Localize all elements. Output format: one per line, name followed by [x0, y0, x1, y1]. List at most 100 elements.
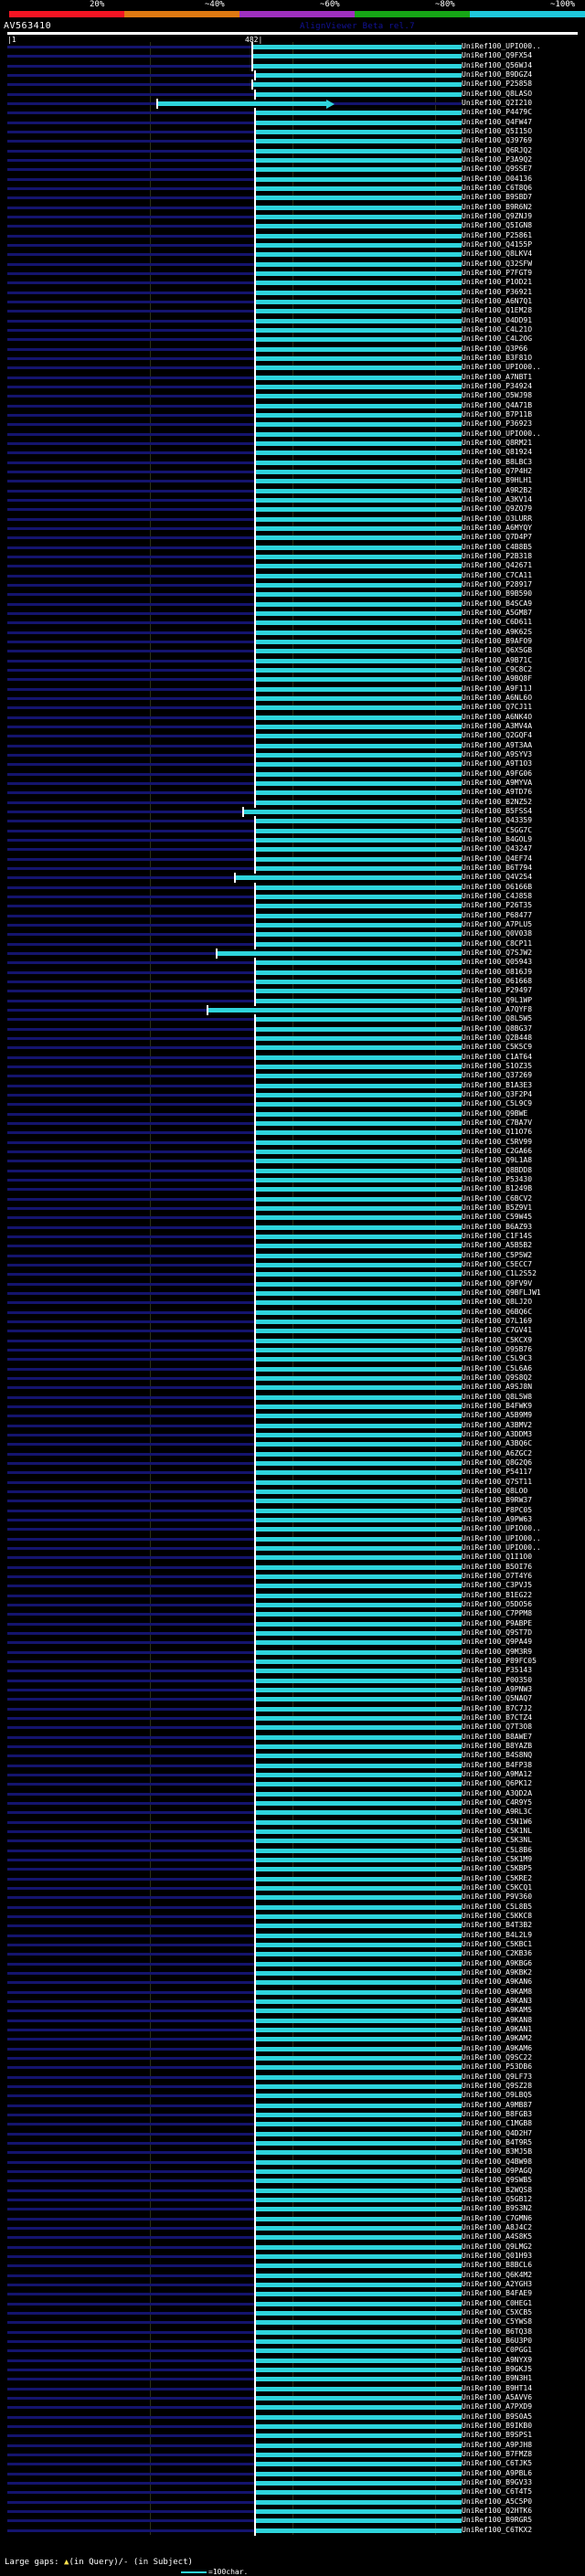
- hit-accession-label[interactable]: UniRef100_A2YGH3: [462, 2280, 533, 2288]
- hsp-bar[interactable]: [254, 2386, 462, 2391]
- table-row[interactable]: UniRef100_B5FSS4: [0, 807, 585, 817]
- hit-accession-label[interactable]: UniRef100_Q6K4M2: [462, 2270, 533, 2279]
- hit-accession-label[interactable]: UniRef100_Q42671: [462, 561, 533, 570]
- hsp-bar[interactable]: [254, 800, 462, 805]
- hit-accession-label[interactable]: UniRef100_O6166B: [462, 882, 533, 891]
- hsp-bar[interactable]: [254, 1187, 462, 1193]
- table-row[interactable]: UniRef100_C5KBP5: [0, 1864, 585, 1875]
- hsp-bar[interactable]: [254, 932, 462, 938]
- hit-accession-label[interactable]: UniRef100_B9HT14: [462, 2383, 533, 2392]
- table-row[interactable]: UniRef100_Q05943: [0, 958, 585, 969]
- table-row[interactable]: UniRef100_Q8LKV4: [0, 249, 585, 260]
- table-row[interactable]: UniRef100_C1F14S: [0, 1232, 585, 1242]
- table-row[interactable]: UniRef100_C4L2OG: [0, 334, 585, 345]
- table-row[interactable]: UniRef100_A9MA12: [0, 1770, 585, 1780]
- hsp-bar[interactable]: [254, 1196, 462, 1202]
- hit-accession-label[interactable]: UniRef100_P9V360: [462, 1892, 533, 1902]
- hsp-bar[interactable]: [254, 828, 462, 833]
- table-row[interactable]: UniRef100_Q0V038: [0, 929, 585, 940]
- table-row[interactable]: UniRef100_A6MYQY: [0, 524, 585, 534]
- hsp-bar[interactable]: [254, 526, 462, 531]
- hit-accession-label[interactable]: UniRef100_Q32SFW: [462, 259, 533, 268]
- hsp-bar[interactable]: [254, 2046, 462, 2051]
- hsp-bar[interactable]: [254, 460, 462, 465]
- table-row[interactable]: UniRef100_Q4D2H7: [0, 2128, 585, 2139]
- table-row[interactable]: UniRef100_B9GKJ5: [0, 2365, 585, 2375]
- hsp-bar[interactable]: [254, 1178, 462, 1182]
- hsp-bar[interactable]: [254, 2471, 462, 2476]
- table-row[interactable]: UniRef100_A7PXD9: [0, 2402, 585, 2413]
- hsp-bar[interactable]: [254, 2235, 462, 2241]
- hsp-bar[interactable]: [254, 1508, 462, 1513]
- hit-accession-label[interactable]: UniRef100_C2KB36: [462, 1949, 533, 1958]
- hsp-bar[interactable]: [254, 668, 462, 673]
- table-row[interactable]: UniRef100_C5GG7C: [0, 825, 585, 836]
- hsp-bar[interactable]: [254, 281, 462, 286]
- table-row[interactable]: UniRef100_P4479C: [0, 108, 585, 119]
- hit-accession-label[interactable]: UniRef100_UPIO00..: [462, 42, 541, 50]
- table-row[interactable]: UniRef100_Q9FX54: [0, 51, 585, 62]
- hit-accession-label[interactable]: UniRef100_C5KBP5: [462, 1864, 533, 1873]
- hsp-bar[interactable]: [254, 781, 462, 786]
- hit-accession-label[interactable]: UniRef100_Q9SZ28: [462, 2082, 533, 2090]
- table-row[interactable]: UniRef100_C5L8B5: [0, 1902, 585, 1913]
- hit-accession-label[interactable]: UniRef100_B2WQS8: [462, 2185, 533, 2194]
- hit-accession-label[interactable]: UniRef100_C6TJK5: [462, 2459, 533, 2468]
- hsp-bar[interactable]: [254, 970, 462, 975]
- table-row[interactable]: UniRef100_UPIO00..: [0, 429, 585, 440]
- hsp-bar[interactable]: [254, 1102, 462, 1108]
- hit-accession-label[interactable]: UniRef100_C5L8B6: [462, 1845, 533, 1854]
- table-row[interactable]: UniRef100_B4T9R5: [0, 2138, 585, 2148]
- hsp-bar[interactable]: [254, 2368, 462, 2372]
- hsp-bar[interactable]: [254, 2283, 462, 2287]
- table-row[interactable]: UniRef100_Q4V254: [0, 873, 585, 884]
- hit-accession-label[interactable]: UniRef100_B4SCA9: [462, 599, 533, 608]
- table-row[interactable]: UniRef100_P29497: [0, 986, 585, 997]
- table-row[interactable]: UniRef100_B6TQ38: [0, 2327, 585, 2337]
- table-row[interactable]: UniRef100_B4GOL9: [0, 835, 585, 845]
- hsp-bar[interactable]: [252, 63, 462, 69]
- table-row[interactable]: UniRef100_C5K5C9: [0, 1043, 585, 1054]
- hsp-bar[interactable]: [254, 1773, 462, 1777]
- hit-accession-label[interactable]: UniRef100_A9T1O3: [462, 759, 533, 769]
- hit-accession-label[interactable]: UniRef100_C5YWS8: [462, 2317, 533, 2327]
- table-row[interactable]: UniRef100_B9HLH1: [0, 476, 585, 487]
- hsp-bar[interactable]: [254, 1055, 462, 1060]
- table-row[interactable]: UniRef100_O5WJ98: [0, 391, 585, 402]
- table-row[interactable]: UniRef100_A3MV4A: [0, 722, 585, 732]
- hsp-bar[interactable]: [254, 1924, 462, 1929]
- hit-accession-label[interactable]: UniRef100_Q3F2P4: [462, 1090, 533, 1098]
- hit-accession-label[interactable]: UniRef100_B7CTZ4: [462, 1713, 533, 1722]
- hit-accession-label[interactable]: UniRef100_P28917: [462, 580, 533, 588]
- hsp-bar[interactable]: [254, 1593, 462, 1598]
- table-row[interactable]: UniRef100_A6N7Q1: [0, 297, 585, 307]
- hsp-bar[interactable]: [254, 1819, 462, 1825]
- table-row[interactable]: UniRef100_O7T4Y6: [0, 1572, 585, 1582]
- hsp-bar[interactable]: [254, 1140, 462, 1145]
- hsp-bar[interactable]: [254, 1366, 462, 1372]
- table-row[interactable]: UniRef100_Q6BQ6C: [0, 1307, 585, 1318]
- table-row[interactable]: UniRef100_A3BQ6C: [0, 1439, 585, 1450]
- hit-accession-label[interactable]: UniRef100_Q8LOO: [462, 1487, 528, 1495]
- hit-accession-label[interactable]: UniRef100_O5DO56: [462, 1600, 533, 1608]
- table-row[interactable]: UniRef100_P53DB6: [0, 2062, 585, 2073]
- hsp-bar[interactable]: [254, 1763, 462, 1768]
- hsp-bar[interactable]: [254, 1130, 462, 1136]
- hit-accession-label[interactable]: UniRef100_B9GV33: [462, 2478, 533, 2486]
- hit-accession-label[interactable]: UniRef100_A9KAN8: [462, 2015, 533, 2024]
- hit-accession-label[interactable]: UniRef100_B1EG22: [462, 1590, 533, 1599]
- table-row[interactable]: UniRef100_A9PNW3: [0, 1685, 585, 1695]
- hit-accession-label[interactable]: UniRef100_Q8LKV4: [462, 249, 533, 259]
- hit-accession-label[interactable]: UniRef100_C1F14S: [462, 1232, 533, 1240]
- table-row[interactable]: UniRef100_Q37269: [0, 1071, 585, 1082]
- hsp-bar[interactable]: [252, 45, 462, 49]
- hsp-bar[interactable]: [254, 224, 462, 229]
- table-row[interactable]: UniRef100_Q9BWE: [0, 1108, 585, 1119]
- table-row[interactable]: UniRef100_Q8L5W8: [0, 1392, 585, 1403]
- hsp-bar[interactable]: [254, 2216, 462, 2221]
- hit-accession-label[interactable]: UniRef100_A3BMV2: [462, 1420, 533, 1429]
- hsp-bar[interactable]: [254, 1829, 462, 1834]
- hsp-bar[interactable]: [254, 1348, 462, 1352]
- hit-accession-label[interactable]: UniRef100_C5K1M9: [462, 1855, 533, 1863]
- hsp-bar[interactable]: [254, 413, 462, 418]
